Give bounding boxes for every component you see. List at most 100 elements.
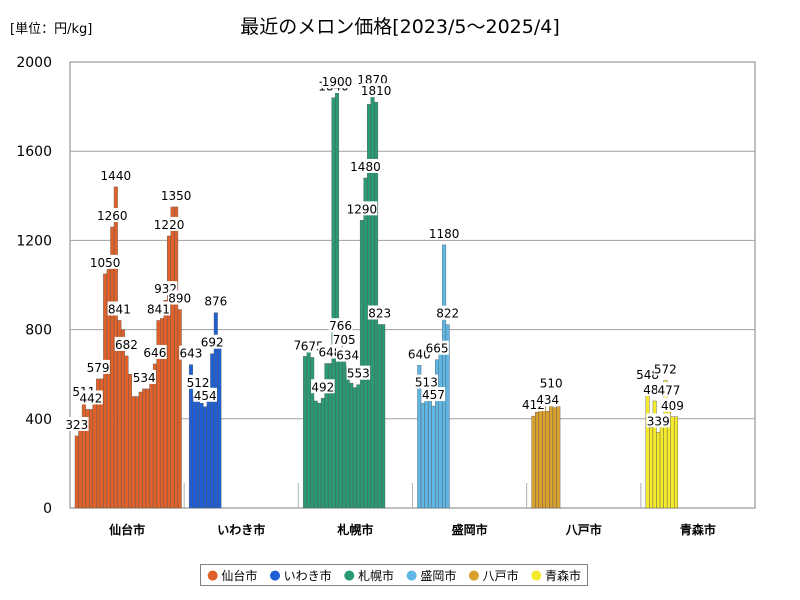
value-label: 339: [647, 414, 670, 428]
bar: [131, 396, 136, 509]
value-label-bg: [407, 346, 432, 361]
y-tick-label: 0: [43, 501, 52, 517]
value-label: 510: [540, 376, 563, 390]
x-category-label: 八戸市: [565, 522, 602, 537]
bar: [670, 416, 675, 509]
legend-label: 札幌市: [357, 568, 394, 583]
value-label: 890: [168, 292, 191, 306]
value-label-bg: [132, 369, 157, 384]
bar: [363, 177, 368, 509]
value-label-bg: [114, 336, 139, 351]
bar: [74, 435, 79, 509]
x-category-label: 青森市: [680, 522, 716, 537]
bar: [170, 206, 175, 509]
bar: [349, 382, 354, 509]
value-label: 1290: [347, 202, 378, 216]
value-label-bg: [200, 334, 225, 349]
bar: [203, 406, 208, 509]
value-label-bg: [367, 305, 392, 320]
bar: [445, 324, 450, 509]
bar: [145, 388, 150, 509]
value-label: 823: [368, 306, 391, 320]
bar: [92, 402, 97, 509]
chart-title: 最近のメロン価格[2023/5～2025/4]: [240, 16, 560, 38]
value-label: 553: [347, 367, 370, 381]
bar: [377, 324, 382, 509]
value-label-bg: [660, 397, 685, 412]
value-label-bg: [350, 158, 381, 173]
bar: [120, 329, 125, 509]
legend-marker-icon: ●: [468, 567, 480, 583]
bar: [420, 402, 425, 509]
value-label-bg: [300, 338, 325, 353]
legend-item: ● 八戸市: [468, 567, 518, 584]
bar: [124, 355, 129, 509]
value-label-bg: [414, 374, 439, 389]
bar: [549, 394, 554, 509]
legend-item: ● 盛岡市: [406, 567, 456, 584]
x-category-label: 盛岡市: [452, 522, 488, 537]
value-label: 512: [187, 376, 210, 390]
value-label: 457: [422, 388, 445, 402]
bar: [152, 363, 157, 509]
value-label: 1220: [154, 218, 185, 232]
value-label-bg: [357, 71, 388, 86]
value-label: 579: [87, 361, 110, 375]
bar: [149, 374, 154, 509]
value-label-bg: [428, 225, 460, 240]
bar: [303, 356, 308, 509]
value-label-bg: [318, 344, 342, 359]
legend-marker-icon: ●: [206, 567, 219, 583]
value-label: 646: [143, 346, 166, 360]
y-tick-label: 1600: [16, 144, 52, 160]
x-category-label: 札幌市: [336, 522, 373, 537]
legend-marker-icon: ●: [343, 567, 355, 583]
bar: [381, 324, 386, 509]
value-label: 513: [415, 376, 438, 390]
bar: [78, 429, 83, 509]
value-label: 705: [333, 333, 356, 347]
value-label: 1440: [101, 169, 132, 183]
x-category-label: 仙台市: [109, 522, 145, 537]
value-label: 841: [108, 302, 131, 316]
bar: [531, 415, 536, 509]
bar: [103, 273, 108, 509]
bar: [317, 402, 322, 509]
y-tick-label: 400: [25, 412, 52, 428]
legend-marker-icon: ●: [269, 567, 281, 583]
value-label-bg: [86, 359, 110, 374]
legend-label: 青森市: [544, 568, 581, 583]
value-label-bg: [435, 305, 460, 320]
bar: [556, 406, 561, 509]
bar: [356, 384, 361, 509]
value-label: 492: [311, 380, 334, 394]
unit-label: [単位：円/kg]: [10, 22, 93, 37]
value-label-bg: [160, 187, 192, 202]
value-label-bg: [539, 375, 563, 390]
plot-area: [69, 61, 756, 509]
legend-item: ● いわき市: [269, 567, 331, 584]
value-label: 876: [204, 295, 227, 309]
value-label-bg: [657, 382, 681, 397]
value-label-bg: [193, 387, 217, 402]
bar: [163, 299, 168, 509]
value-label-bg: [100, 167, 132, 182]
bar: [199, 402, 204, 509]
bar: [674, 416, 678, 509]
value-label: 1810: [361, 84, 392, 98]
bar: [306, 351, 311, 509]
value-label: 665: [426, 342, 449, 356]
value-label: 572: [654, 362, 677, 376]
value-label-bg: [64, 416, 89, 431]
value-label-bg: [311, 379, 335, 394]
legend-item: ● 札幌市: [344, 567, 394, 584]
bar: [359, 220, 364, 509]
value-label-bg: [146, 301, 171, 316]
value-label: 692: [201, 336, 224, 350]
bar: [645, 385, 650, 509]
value-label: 442: [80, 391, 103, 405]
value-label-bg: [635, 366, 660, 381]
value-label: 548: [636, 368, 659, 382]
value-label-bg: [179, 345, 203, 360]
bar: [142, 388, 147, 509]
